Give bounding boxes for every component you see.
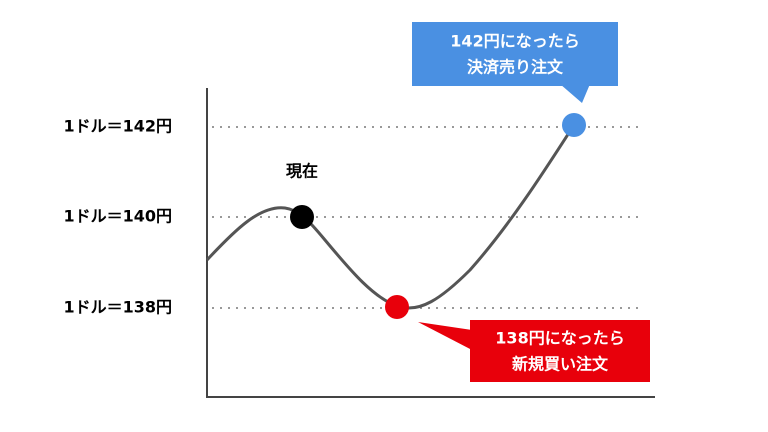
callout-text: 142円になったら bbox=[450, 32, 579, 51]
price-curve bbox=[205, 124, 576, 310]
level-label: 1ドル＝138円 bbox=[63, 298, 172, 317]
axes bbox=[206, 88, 655, 398]
sell-callout bbox=[412, 22, 618, 86]
buy-point bbox=[385, 295, 409, 319]
current-label: 現在 bbox=[286, 162, 318, 181]
callout-text: 138円になったら bbox=[495, 329, 624, 348]
callout-text: 新規買い注文 bbox=[512, 355, 609, 374]
level-label: 1ドル＝142円 bbox=[63, 117, 172, 136]
callout-pointer bbox=[560, 84, 590, 103]
buy-callout bbox=[470, 320, 650, 382]
level-label: 1ドル＝140円 bbox=[63, 207, 172, 226]
callout-pointer bbox=[418, 322, 472, 350]
callout-text: 決済売り注文 bbox=[467, 58, 564, 77]
sell-point bbox=[562, 113, 586, 137]
current-point bbox=[290, 205, 314, 229]
